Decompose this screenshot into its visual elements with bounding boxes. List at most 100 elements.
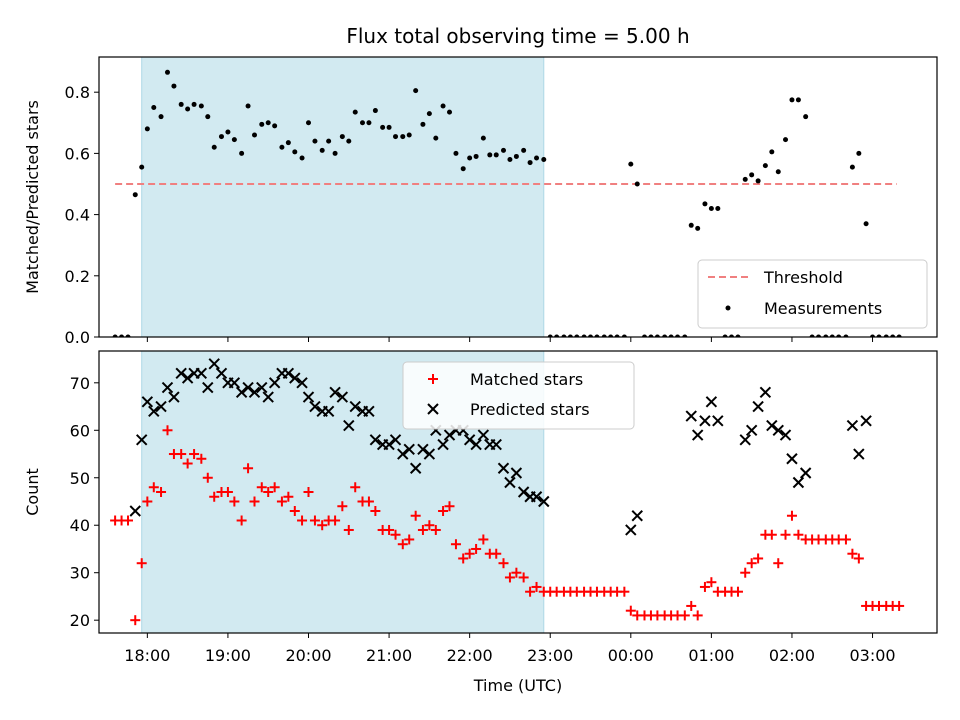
predicted-star-point [712,415,724,427]
predicted-star-point [403,443,415,455]
series-measurements [112,69,902,337]
matched-star-point [289,505,300,516]
predicted-star-point [443,429,456,441]
legend-predicted-label: Predicted stars [470,400,590,419]
measurement-point [890,334,896,337]
measurement-point [265,120,271,126]
measurement-point [500,147,506,153]
predicted-star-point [363,405,375,418]
measurement-point [359,120,365,126]
measurement-point [426,111,432,117]
matched-star-point [746,558,757,569]
predicted-star-point [129,505,141,517]
measurement-point [816,334,822,337]
legend: Threshold Measurements [697,259,928,329]
measurement-point [567,334,573,337]
matched-star-point [276,496,287,507]
matched-star-point [209,491,220,502]
predicted-star-point [195,367,208,380]
matched-star-point [123,515,134,526]
predicted-star-point [423,448,436,460]
predicted-star-point [289,372,301,384]
measurement-point [171,83,177,89]
measurement-point [654,334,660,337]
axes-frame [98,56,938,338]
predicted-star-point [248,386,261,399]
measurement-point [668,334,674,337]
legend: Matched stars Predicted stars [402,361,635,430]
matched-star-point [229,496,240,507]
matched-star-point [424,520,435,531]
matched-star-point [853,553,864,564]
measurement-point [185,106,191,112]
measurement-point [467,155,473,161]
measurement-point [447,109,453,115]
measurement-point [642,334,648,337]
measurement-point [856,150,862,156]
matched-star-point [384,524,395,535]
measurement-point [326,138,332,144]
matched-star-point [692,610,703,621]
measurement-point [648,334,654,337]
measurement-point [413,88,419,94]
legend-threshold-label: Threshold [763,268,843,287]
predicted-star-point [510,467,523,479]
x-tick-label: 19:00 [205,646,251,665]
measurement-point [588,334,594,337]
x-tick-label: 21:00 [366,646,412,665]
matched-star-point [732,586,743,597]
predicted-star-point [282,367,295,380]
matched-star-point [786,510,797,521]
matched-star-point [438,505,449,516]
predicted-star-point [397,448,409,460]
predicted-star-point [369,434,382,446]
matched-star-point [330,515,341,526]
measurement-point [534,155,540,161]
matched-star-point [840,534,851,545]
predicted-star-point [161,381,174,394]
legend-predicted-swatch [427,403,439,415]
measurement-point [896,334,902,337]
legend-matched-label: Matched stars [470,370,583,389]
predicted-star-point [309,400,321,413]
measurement-point [239,150,245,156]
measurement-point [628,161,634,167]
matched-star-point [699,581,710,592]
predicted-star-point [470,438,482,451]
x-tick-label: 18:00 [124,646,170,665]
measurement-point [581,334,587,337]
predicted-star-point [860,415,872,427]
legend-box [697,259,928,329]
measurement-point [809,334,815,337]
measurement-point [332,150,338,156]
measurement-point [178,101,184,107]
matched-star-point [283,491,294,502]
measurement-point [453,150,459,156]
legend-measurements-label: Measurements [764,299,882,318]
y-tick-label: 40 [70,516,90,535]
measurement-point [225,129,231,135]
measurement-point [729,334,735,337]
measurement-point [634,181,640,187]
measurement-point [675,334,681,337]
measurement-point [823,334,829,337]
measurement-point [139,164,145,170]
measurement-point [440,103,446,109]
measurement-point [151,104,157,110]
matched-star-point [317,520,328,531]
matched-star-point [464,548,475,559]
predicted-star-point [242,381,254,394]
measurement-point [164,69,170,75]
predicted-star-point [208,358,220,370]
predicted-star-point [631,510,643,522]
predicted-star-point [417,443,429,455]
predicted-star-point [752,400,764,413]
predicted-star-point [329,386,341,399]
y-tick-label: 0.6 [65,144,90,163]
y-axis-label: Matched/Predicted stars [23,100,42,294]
matched-star-point [417,524,428,535]
matched-star-point [350,482,361,493]
measurement-point [460,166,466,172]
matched-star-point [202,472,213,483]
